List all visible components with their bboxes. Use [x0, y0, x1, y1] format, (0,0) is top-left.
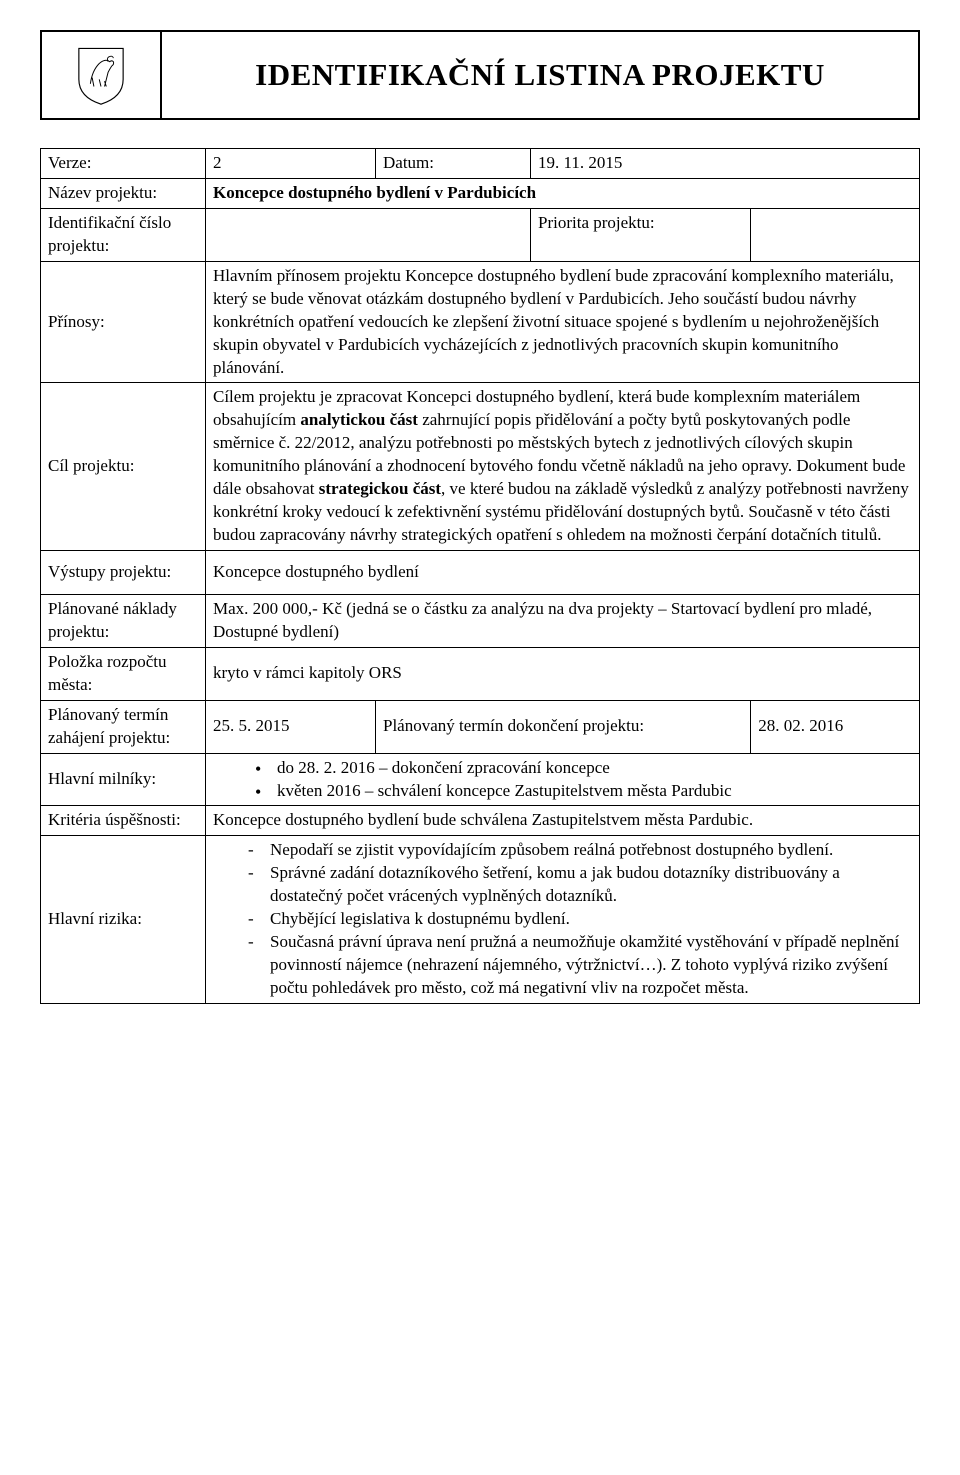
project-name-label: Název projektu: — [41, 178, 206, 208]
planned-costs-value: Max. 200 000,- Kč (jedná se o částku za … — [206, 594, 920, 647]
benefits-label: Přínosy: — [41, 261, 206, 383]
risk-item: Chybějící legislativa k dostupnému bydle… — [248, 908, 912, 931]
planned-end-label: Plánovaný termín dokončení projektu: — [376, 700, 751, 753]
priority-value — [751, 208, 920, 261]
id-number-label: Identifikační číslo projektu: — [41, 208, 206, 261]
planned-costs-label: Plánované náklady projektu: — [41, 594, 206, 647]
priority-label: Priorita projektu: — [531, 208, 751, 261]
milestones-label: Hlavní milníky: — [41, 753, 206, 806]
planned-end-value: 28. 02. 2016 — [751, 700, 920, 753]
milestones-cell: do 28. 2. 2016 – dokončení zpracování ko… — [206, 753, 920, 806]
milestone-item: květen 2016 – schválení koncepce Zastupi… — [255, 780, 912, 803]
version-value: 2 — [206, 149, 376, 179]
goal-text: Cílem projektu je zpracovat Koncepci dos… — [206, 383, 920, 551]
planned-start-value: 25. 5. 2015 — [206, 700, 376, 753]
project-name-value: Koncepce dostupného bydlení v Pardubicíc… — [206, 178, 920, 208]
benefits-text: Hlavním přínosem projektu Koncepce dostu… — [206, 261, 920, 383]
outputs-value: Koncepce dostupného bydlení — [206, 551, 920, 595]
planned-start-label: Plánovaný termín zahájení projektu: — [41, 700, 206, 753]
outputs-label: Výstupy projektu: — [41, 551, 206, 595]
document-title: IDENTIFIKAČNÍ LISTINA PROJEKTU — [255, 54, 825, 96]
risk-item: Nepodaří se zjistit vypovídajícím způsob… — [248, 839, 912, 862]
goal-label: Cíl projektu: — [41, 383, 206, 551]
document-header: IDENTIFIKAČNÍ LISTINA PROJEKTU — [40, 30, 920, 120]
budget-item-label: Položka rozpočtu města: — [41, 647, 206, 700]
coat-of-arms-icon — [70, 44, 132, 106]
logo-cell — [42, 32, 162, 118]
project-table: Verze: 2 Datum: 19. 11. 2015 Název proje… — [40, 148, 920, 1004]
risk-item: Současná právní úprava není pružná a neu… — [248, 931, 912, 1000]
version-label: Verze: — [41, 149, 206, 179]
risks-label: Hlavní rizika: — [41, 836, 206, 1004]
title-cell: IDENTIFIKAČNÍ LISTINA PROJEKTU — [162, 32, 918, 118]
goal-bold1: analytickou část — [300, 410, 418, 429]
risk-item: Správné zadání dotazníkového šetření, ko… — [248, 862, 912, 908]
success-value: Koncepce dostupného bydlení bude schvále… — [206, 806, 920, 836]
success-label: Kritéria úspěšnosti: — [41, 806, 206, 836]
risks-cell: Nepodaří se zjistit vypovídajícím způsob… — [206, 836, 920, 1004]
budget-item-value: kryto v rámci kapitoly ORS — [206, 647, 920, 700]
date-label: Datum: — [376, 149, 531, 179]
id-number-value — [206, 208, 531, 261]
goal-bold2: strategickou část — [319, 479, 441, 498]
date-value: 19. 11. 2015 — [531, 149, 920, 179]
milestone-item: do 28. 2. 2016 – dokončení zpracování ko… — [255, 757, 912, 780]
